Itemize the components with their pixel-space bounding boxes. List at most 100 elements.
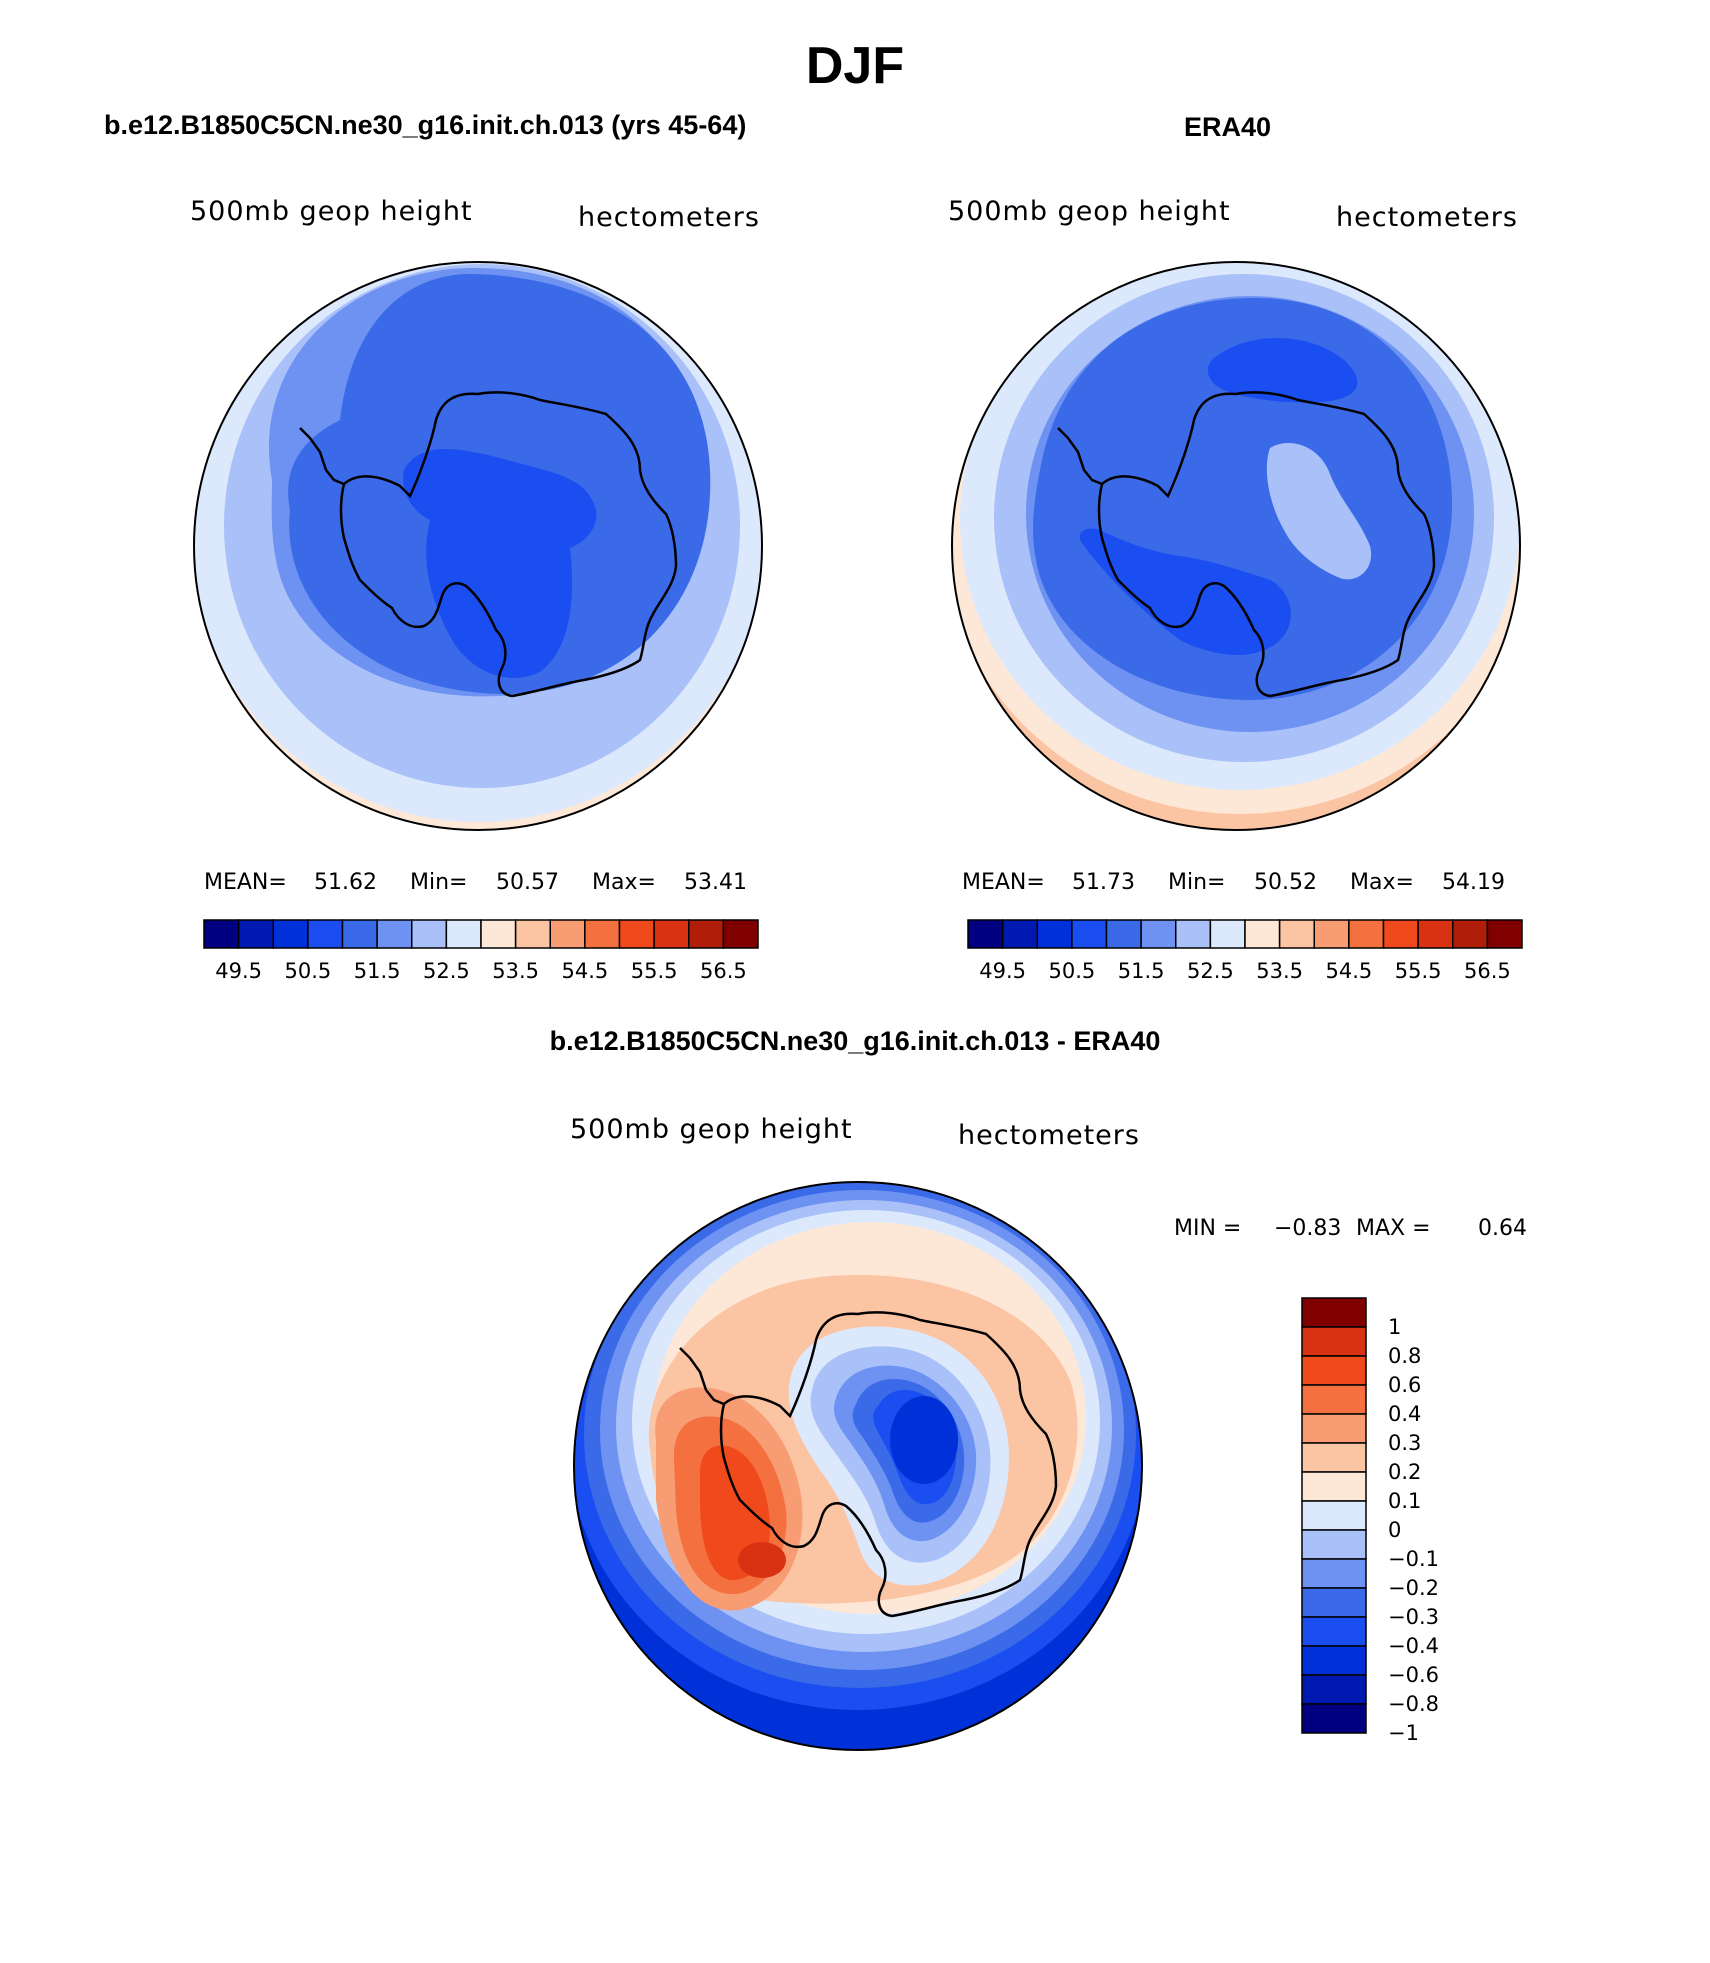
colorbar-era40-swatch-15 bbox=[1486, 919, 1523, 949]
colorbar-difference-tick-label: −0.3 bbox=[1388, 1605, 1439, 1629]
colorbar-difference-tick-label: −0.2 bbox=[1388, 1576, 1439, 1600]
colorbar-era40-swatch-5 bbox=[1140, 919, 1177, 949]
colorbar-difference-swatch-5 bbox=[1301, 1442, 1367, 1473]
colorbar-difference-swatch-10 bbox=[1301, 1587, 1367, 1618]
colorbar-difference-tick-label: −1 bbox=[1388, 1721, 1419, 1745]
colorbar-model-swatch-10 bbox=[549, 919, 586, 949]
map-era40 bbox=[951, 261, 1521, 831]
colorbar-era40-tick-label: 55.5 bbox=[1395, 959, 1442, 983]
map-2-band-52-inner bbox=[1266, 443, 1372, 580]
colorbar-difference-tick-label: 0.6 bbox=[1388, 1373, 1421, 1397]
colorbar-model-swatch-13 bbox=[653, 919, 690, 949]
colorbar-era40-tick-label: 49.5 bbox=[979, 959, 1026, 983]
map-3-band-neg-0-8-inner bbox=[890, 1396, 958, 1484]
panel-3-units: hectometers bbox=[958, 1120, 1140, 1151]
map-1-coastline bbox=[339, 391, 678, 698]
colorbar-difference-tick-label: 0.8 bbox=[1388, 1344, 1421, 1368]
panel-1-mean-value: 51.62 bbox=[314, 870, 377, 895]
colorbar-model-swatch-3 bbox=[307, 919, 344, 949]
colorbar-era40-swatch-12 bbox=[1382, 919, 1419, 949]
colorbar-difference-swatch-11 bbox=[1301, 1616, 1367, 1647]
colorbar-era40: 49.5 50.5 51.5 52.5 53.5 54.5 55.5 56.5 bbox=[967, 919, 1523, 983]
map-2-band-50-5-south bbox=[1079, 528, 1291, 655]
colorbar-difference-tick-label: 0.2 bbox=[1388, 1460, 1421, 1484]
map-1-band-50-5 bbox=[403, 448, 597, 678]
colorbar-difference-swatch-4 bbox=[1301, 1413, 1367, 1444]
map-3-band-0-8 bbox=[738, 1542, 786, 1578]
colorbar-difference-swatch-6 bbox=[1301, 1471, 1367, 1502]
colorbar-difference-tick-label: 0 bbox=[1388, 1518, 1401, 1542]
colorbar-difference: 1 0.8 0.6 0.4 0.3 0.2 0.1 0 −0.1 −0.2 −0.3 −0.4 −0.6… bbox=[1301, 1297, 1439, 1745]
colorbar-model-tick-label: 51.5 bbox=[354, 959, 401, 983]
colorbar-model-tick-label: 54.5 bbox=[561, 959, 608, 983]
panel-1-variable: 500mb geop height bbox=[190, 196, 473, 227]
colorbar-difference-swatch-0 bbox=[1301, 1297, 1367, 1328]
colorbar-difference-tick-label: −0.4 bbox=[1388, 1634, 1439, 1658]
panel-1-mean-label: MEAN= bbox=[204, 870, 287, 895]
colorbar-era40-swatch-6 bbox=[1175, 919, 1212, 949]
panel-2-max-value: 54.19 bbox=[1442, 870, 1505, 895]
colorbar-era40-swatch-11 bbox=[1348, 919, 1385, 949]
map-2-peninsula bbox=[1057, 427, 1103, 486]
colorbar-era40-swatch-3 bbox=[1071, 919, 1108, 949]
colorbar-era40-swatch-10 bbox=[1313, 919, 1350, 949]
colorbar-difference-swatch-12 bbox=[1301, 1645, 1367, 1676]
colorbar-model-swatch-2 bbox=[272, 919, 309, 949]
colorbar-model-swatch-0 bbox=[203, 919, 240, 949]
colorbar-model-swatch-6 bbox=[411, 919, 448, 949]
colorbar-difference-swatch-14 bbox=[1301, 1703, 1367, 1734]
colorbar-model-swatch-12 bbox=[618, 919, 655, 949]
map-2-band-50-5-north bbox=[1207, 337, 1358, 403]
colorbar-model-swatch-15 bbox=[722, 919, 759, 949]
colorbar-era40-swatch-0 bbox=[967, 919, 1004, 949]
colorbar-era40-swatch-2 bbox=[1036, 919, 1073, 949]
colorbar-model-tick-label: 52.5 bbox=[423, 959, 470, 983]
colorbar-era40-tick-label: 50.5 bbox=[1048, 959, 1095, 983]
colorbar-difference-tick-label: 1 bbox=[1388, 1315, 1401, 1339]
colorbar-model-tick-label: 53.5 bbox=[492, 959, 539, 983]
colorbar-difference-swatch-9 bbox=[1301, 1558, 1367, 1589]
map-3-coastline bbox=[719, 1311, 1058, 1618]
colorbar-era40-swatch-1 bbox=[1001, 919, 1038, 949]
colorbar-difference-swatch-1 bbox=[1301, 1326, 1367, 1357]
map-1-boundary bbox=[193, 261, 763, 831]
colorbar-difference-swatch-8 bbox=[1301, 1529, 1367, 1560]
colorbar-era40-swatch-8 bbox=[1244, 919, 1281, 949]
colorbar-difference-tick-label: 0.4 bbox=[1388, 1402, 1421, 1426]
panel-3-min-value: −0.83 bbox=[1274, 1216, 1342, 1241]
colorbar-era40-swatch-9 bbox=[1278, 919, 1315, 949]
colorbar-era40-swatch-7 bbox=[1209, 919, 1246, 949]
map-3-peninsula bbox=[679, 1347, 725, 1406]
colorbar-era40-swatch-4 bbox=[1105, 919, 1142, 949]
colorbar-model-swatch-11 bbox=[584, 919, 621, 949]
colorbar-difference-swatch-13 bbox=[1301, 1674, 1367, 1705]
panel-3-min-label: MIN = bbox=[1174, 1216, 1242, 1241]
panel-2-units: hectometers bbox=[1336, 202, 1518, 233]
panel-2-min-value: 50.52 bbox=[1254, 870, 1317, 895]
map-difference bbox=[573, 1181, 1143, 1751]
colorbar-model-swatch-7 bbox=[445, 919, 482, 949]
panel-2-max-label: Max= bbox=[1350, 870, 1414, 895]
panel-1-min-value: 50.57 bbox=[496, 870, 559, 895]
panel-1-title: b.e12.B1850C5CN.ne30_g16.init.ch.013 (yr… bbox=[104, 110, 747, 140]
colorbar-era40-swatch-14 bbox=[1452, 919, 1489, 949]
panel-3-title: b.e12.B1850C5CN.ne30_g16.init.ch.013 - E… bbox=[549, 1026, 1161, 1056]
map-2-boundary bbox=[951, 261, 1521, 831]
figure-title: DJF bbox=[805, 37, 905, 95]
panel-2-mean-label: MEAN= bbox=[962, 870, 1045, 895]
colorbar-model-tick-label: 55.5 bbox=[631, 959, 678, 983]
colorbar-model-swatch-14 bbox=[688, 919, 725, 949]
panel-3-max-value: 0.64 bbox=[1478, 1216, 1527, 1241]
colorbar-difference-swatch-3 bbox=[1301, 1384, 1367, 1415]
colorbar-difference-tick-label: −0.8 bbox=[1388, 1692, 1439, 1716]
map-3-boundary bbox=[573, 1181, 1143, 1751]
colorbar-difference-tick-label: 0.3 bbox=[1388, 1431, 1421, 1455]
panel-2-mean-value: 51.73 bbox=[1072, 870, 1135, 895]
panel-2-min-label: Min= bbox=[1168, 870, 1226, 895]
colorbar-era40-tick-label: 53.5 bbox=[1256, 959, 1303, 983]
colorbar-model-swatch-8 bbox=[480, 919, 517, 949]
colorbar-model-swatch-9 bbox=[514, 919, 551, 949]
colorbar-era40-tick-label: 54.5 bbox=[1325, 959, 1372, 983]
map-model bbox=[193, 261, 763, 831]
